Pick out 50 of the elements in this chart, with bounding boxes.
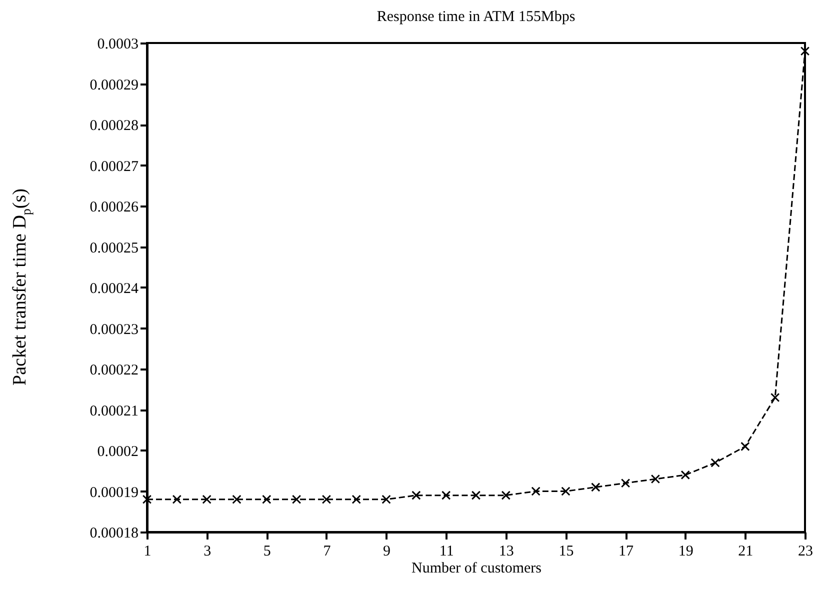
point [292,494,302,504]
y-tick-label: 0.00019 [90,484,138,501]
y-tick-label: 0.0002 [97,444,138,460]
x-axis-title: Number of customers [412,560,542,576]
y-tick-label: 0.00027 [90,158,139,175]
x-tick-label: 1 [144,544,152,560]
point [740,442,750,452]
x-tick-label: 19 [678,544,694,560]
point [770,392,780,402]
y-tick-label: 0.00018 [90,526,138,542]
x-tick-label: 11 [439,544,454,560]
x-tick-label: 9 [383,544,391,560]
point [531,486,540,496]
chart-title: Response time in ATM 155Mbps [376,9,576,25]
point [591,482,600,492]
point [620,478,630,488]
y-tick-label: 0.00024 [90,281,139,297]
point [172,494,182,504]
y-tick-label: 0.00026 [90,200,139,216]
point [142,494,152,504]
y-tick-label: 0.0003 [97,36,138,52]
point [680,470,690,480]
point [352,494,361,504]
y-tick-label: 0.00023 [90,322,138,338]
y-tick-label: 0.00028 [90,118,138,134]
y-tick-label: 0.00021 [90,403,138,420]
y-tick-label: 0.00022 [90,362,138,378]
x-tick-label: 21 [738,544,754,560]
point [710,458,720,468]
point [471,490,481,500]
x-tick-label: 3 [204,544,212,560]
x-tick-label: 5 [263,544,271,560]
x-tick-label: 13 [498,544,514,560]
x-tick-label: 23 [798,544,813,560]
point [262,494,272,504]
y-tick-label: 0.00025 [90,240,138,256]
point [202,494,212,504]
x-tick-label: 15 [558,544,574,560]
point [322,494,332,504]
x-tick-label: 17 [618,544,634,560]
point [561,486,570,496]
point [412,490,421,500]
point [382,494,391,504]
point [800,46,810,56]
y-tick-label: 0.00029 [90,77,138,94]
point [441,490,451,500]
point [501,490,511,500]
point [650,474,660,484]
x-tick-label: 7 [323,544,332,560]
point [232,494,242,504]
